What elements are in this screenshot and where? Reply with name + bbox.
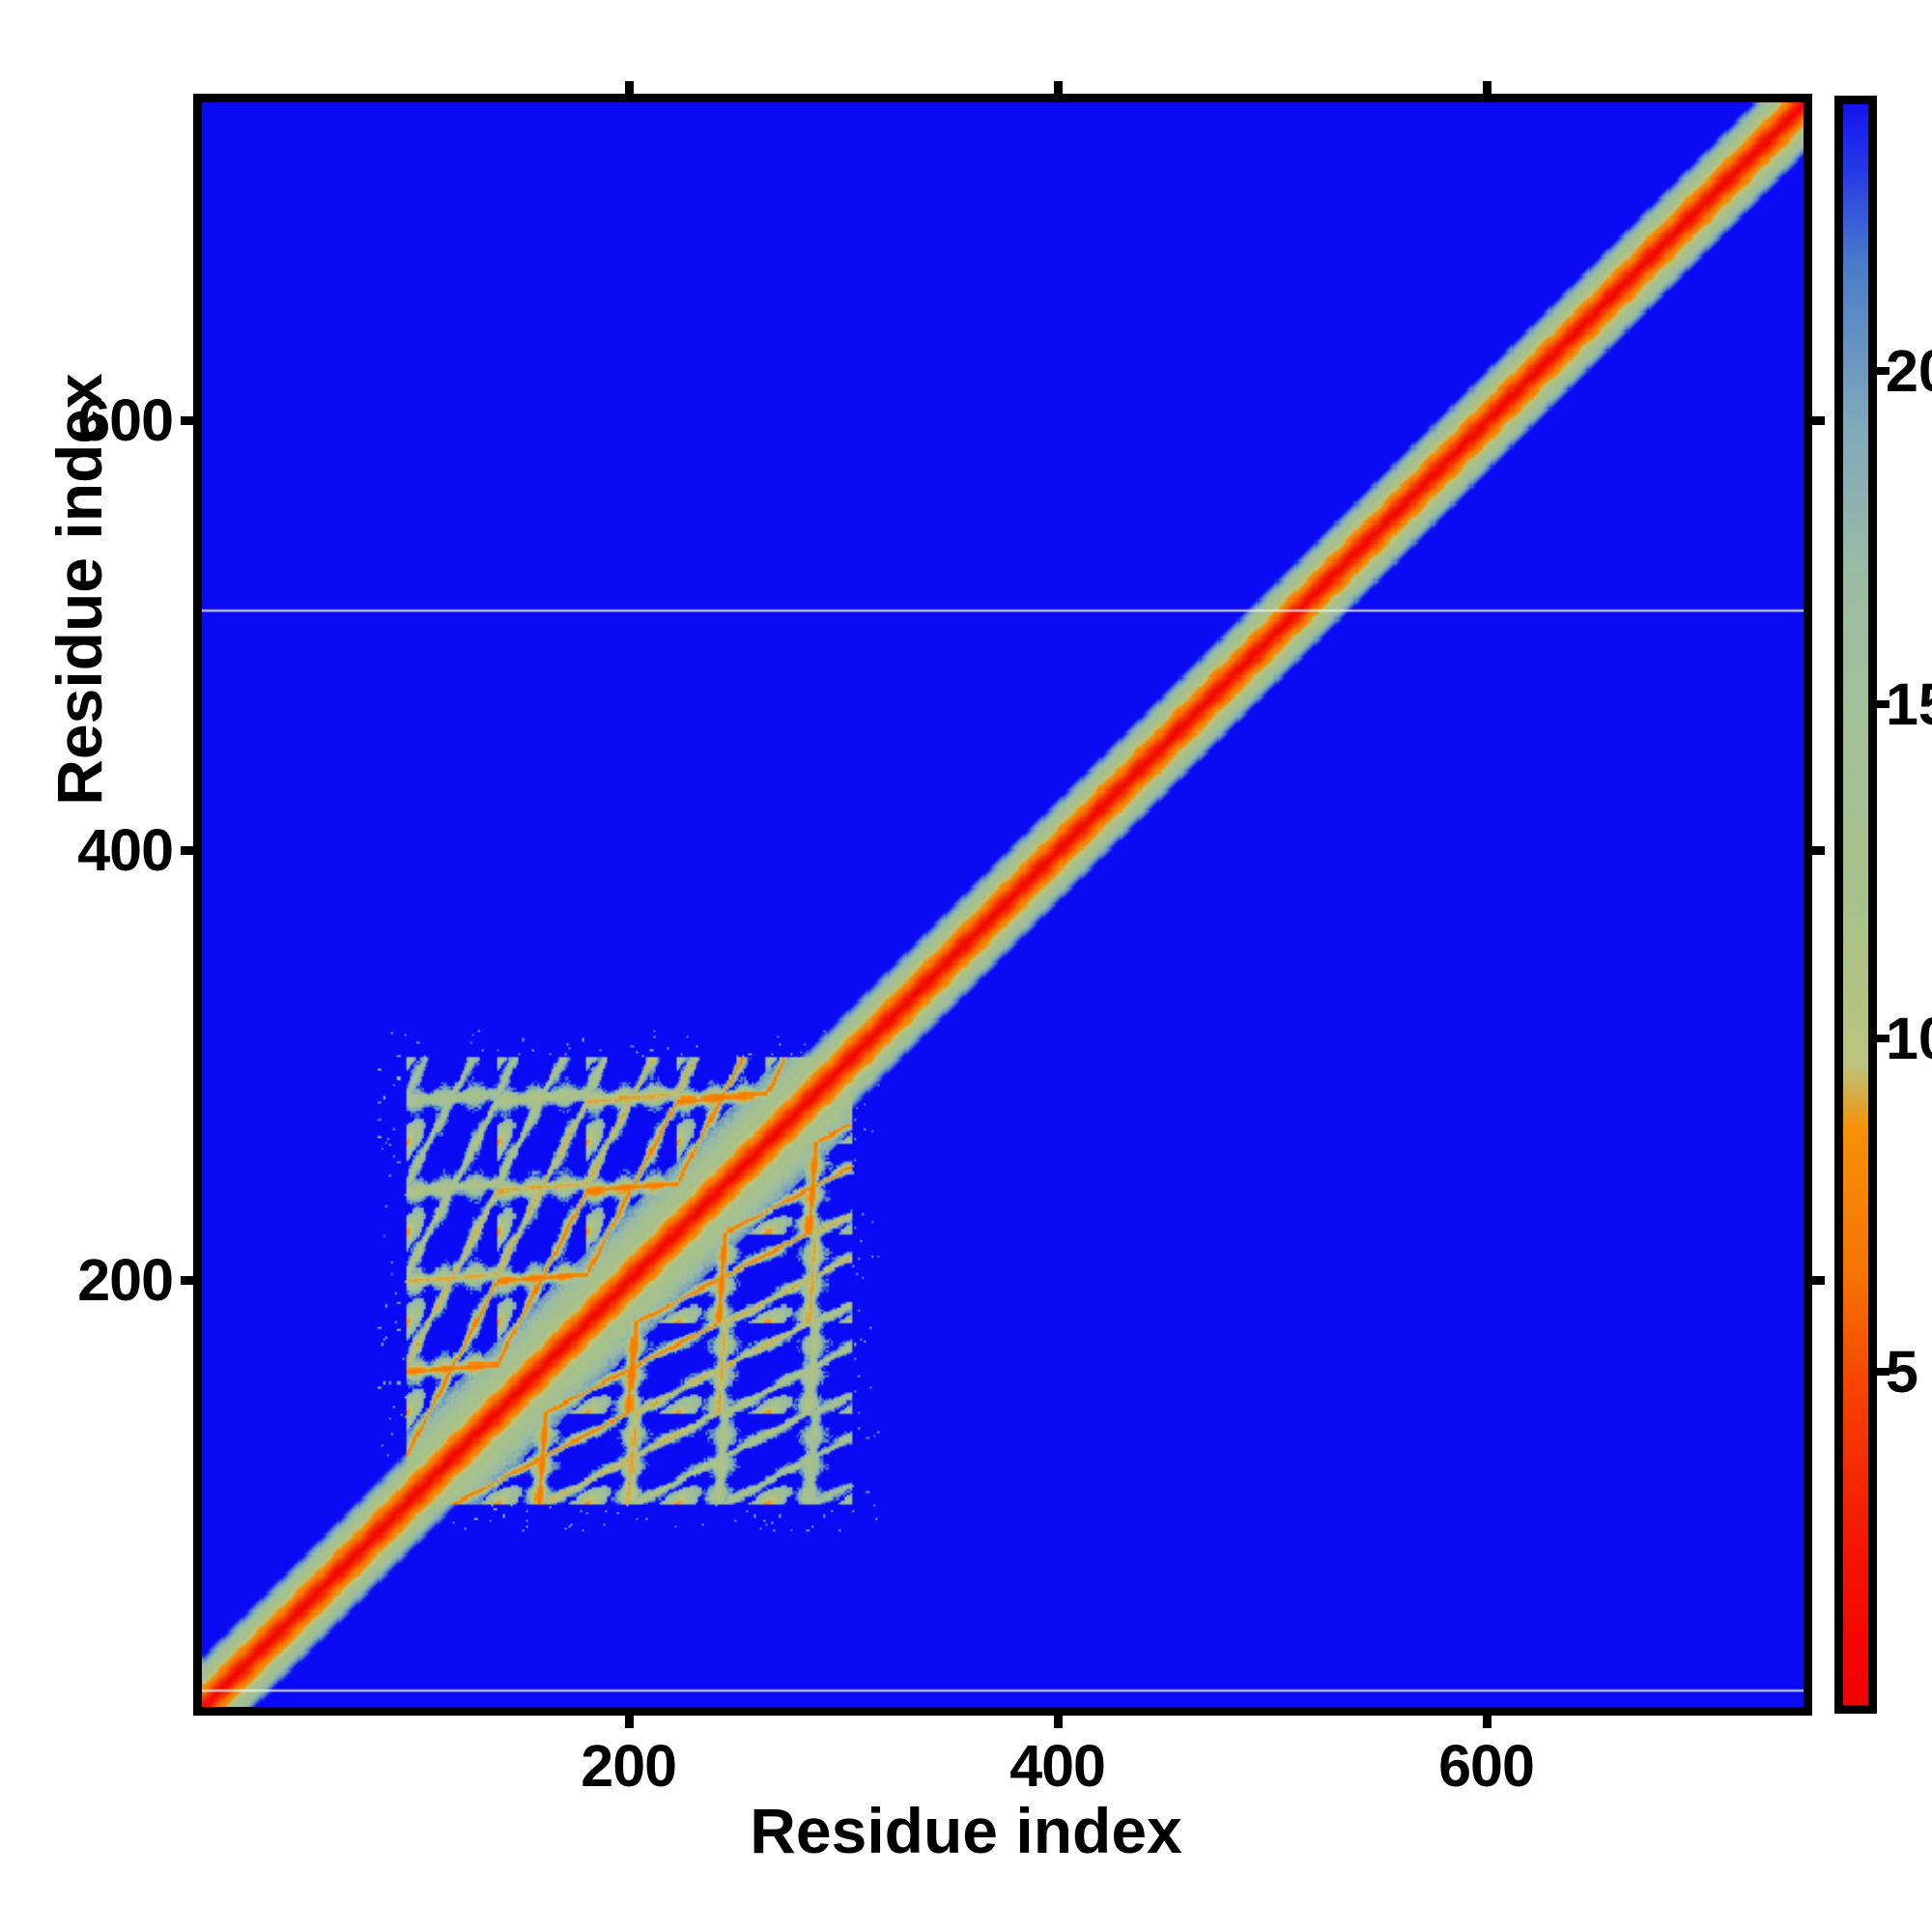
colorbar-gradient [1843, 104, 1868, 1705]
x-axis-tick [1053, 1707, 1063, 1728]
contact-map-plot-area [193, 94, 1812, 1716]
y-axis-tick-right [1804, 416, 1825, 426]
y-axis-tick [181, 845, 202, 855]
y-axis-tick-right [1804, 1275, 1825, 1285]
x-axis-tick-label: 600 [1438, 1733, 1535, 1799]
y-axis-tick-label: 600 [77, 387, 174, 454]
colorbar-tick-label: 10 [1886, 1005, 1932, 1071]
y-axis-tick [181, 1275, 202, 1285]
colorbar-tick-label: 15 [1886, 671, 1932, 738]
x-axis-tick-top [624, 81, 634, 102]
x-axis-title: Residue index [750, 1795, 1182, 1866]
y-axis-tick-right [1804, 845, 1825, 855]
colorbar-tick [1870, 1367, 1889, 1376]
colorbar-tick-label: 5 [1886, 1338, 1918, 1405]
colorbar-tick [1870, 700, 1889, 709]
x-axis-tick [624, 1707, 634, 1728]
y-axis-title: Residue index [43, 373, 115, 806]
colorbar [1834, 96, 1877, 1714]
y-axis-tick [181, 416, 202, 426]
x-axis-tick [1482, 1707, 1492, 1728]
y-axis-tick-label: 200 [77, 1246, 174, 1313]
y-axis-title-wrapper: Residue index [43, 155, 120, 1024]
colorbar-tick [1870, 367, 1889, 376]
colorbar-tick-label: 20 [1886, 338, 1932, 405]
x-axis-tick-top [1482, 81, 1492, 102]
x-axis-tick-label: 400 [1009, 1733, 1106, 1799]
colorbar-tick [1870, 1034, 1889, 1042]
x-axis-tick-top [1053, 81, 1063, 102]
heatmap-image [202, 102, 1804, 1707]
x-axis-tick-label: 200 [581, 1733, 677, 1799]
y-axis-tick-label: 400 [77, 816, 174, 883]
